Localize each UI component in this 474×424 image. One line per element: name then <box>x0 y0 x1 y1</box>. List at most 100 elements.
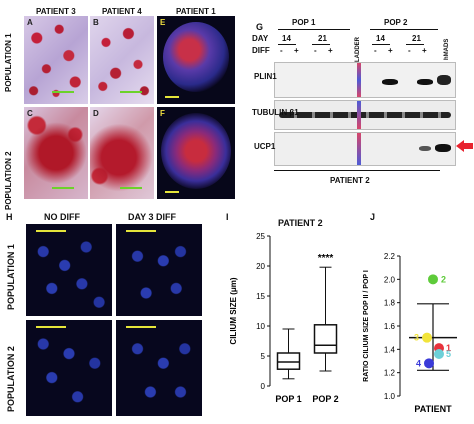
if-image-pop2-day3 <box>116 320 202 416</box>
y-axis-label: CILIUM SIZE (μm) <box>229 277 238 344</box>
y-tick-label: 10 <box>256 322 265 331</box>
diff-sign: + <box>388 46 393 55</box>
scale-bar <box>52 187 74 189</box>
letter-e: E <box>160 18 166 27</box>
ucp1-label: UCP1 <box>254 142 276 151</box>
blot-band <box>437 75 451 85</box>
plin1-blot <box>274 62 456 98</box>
diff-sign: - <box>314 46 317 55</box>
y-axis-label: RATIO CILIUM SIZE POP II / POP I <box>363 270 370 382</box>
day-value: 14 <box>282 34 291 43</box>
row1-label: POPULATION 1 <box>4 33 13 92</box>
diff-sign: - <box>408 46 411 55</box>
image-panel-e: E <box>157 16 235 104</box>
y-tick-label: 2.2 <box>384 252 396 261</box>
h-row1-label: POPULATION 1 <box>6 244 16 310</box>
panel-h-letter: H <box>6 212 13 222</box>
pop2-label: POP 2 <box>384 18 408 27</box>
letter-d: D <box>93 109 99 118</box>
patient2-bracket <box>274 170 440 171</box>
ladder-lane <box>357 101 361 129</box>
data-point-label: 5 <box>446 349 451 359</box>
y-tick-label: 0 <box>261 382 266 391</box>
organoid-blob <box>163 22 229 92</box>
significance-label: **** <box>318 253 334 264</box>
data-point <box>422 332 432 343</box>
day-label: DAY <box>252 34 269 43</box>
scale-bar <box>52 91 74 93</box>
box-body <box>313 324 338 354</box>
diff-sign: + <box>328 46 333 55</box>
y-tick-label: 1.8 <box>384 299 396 308</box>
ladder-lane <box>357 63 361 97</box>
panel-g-letter: G <box>256 22 264 32</box>
ladder-lane <box>357 133 361 165</box>
pop1-label: POP 1 <box>292 18 316 27</box>
scale-bar <box>120 91 142 93</box>
data-point-label: 3 <box>414 333 419 343</box>
image-panel-b: B <box>90 16 154 104</box>
scale-bar <box>36 326 66 328</box>
image-panel-c: C <box>24 107 88 199</box>
scale-bar <box>165 191 179 193</box>
y-tick-label: 1.2 <box>384 369 396 378</box>
y-tick-label: 20 <box>256 262 265 271</box>
y-tick-label: 1.0 <box>384 392 396 401</box>
pop2-bracket <box>370 29 438 30</box>
scale-bar <box>165 96 179 98</box>
diff-sign: - <box>374 46 377 55</box>
ucp1-blot <box>274 132 456 166</box>
blot-band <box>417 79 433 85</box>
data-point <box>424 358 434 369</box>
day-value: 21 <box>318 34 327 43</box>
letter-c: C <box>27 109 33 118</box>
diff-sign: - <box>280 46 283 55</box>
tubulin-blot <box>274 100 456 130</box>
no-diff-header: NO DIFF <box>44 212 80 222</box>
row2-label: POPULATION 2 <box>4 151 13 210</box>
scale-bar <box>126 326 156 328</box>
y-tick-label: 1.6 <box>384 322 396 331</box>
diff-label: DIFF <box>252 46 270 55</box>
blot-band <box>382 79 398 85</box>
patient2-footer: PATIENT 2 <box>330 176 370 185</box>
if-image-pop1-day3 <box>116 224 202 316</box>
panel-i-letter: I <box>226 212 229 222</box>
y-tick-label: 15 <box>256 292 265 301</box>
blot-band <box>279 112 451 118</box>
day-value: 14 <box>376 34 385 43</box>
diff-sign: + <box>294 46 299 55</box>
letter-a: A <box>27 18 33 27</box>
panel-j-letter: J <box>370 212 376 222</box>
blot-band <box>419 146 431 151</box>
data-point-label: 4 <box>416 358 421 368</box>
red-arrow-icon <box>456 140 473 152</box>
y-tick-label: 5 <box>261 352 266 361</box>
data-point <box>434 349 444 359</box>
day-underline <box>372 44 390 45</box>
header-patient1: PATIENT 1 <box>176 7 216 16</box>
image-panel-f: F <box>157 107 235 199</box>
pop1-bracket <box>278 29 350 30</box>
y-tick-label: 1.4 <box>384 345 396 354</box>
day3-diff-header: DAY 3 DIFF <box>128 212 177 222</box>
blot-band <box>435 144 451 152</box>
scale-bar <box>36 230 66 232</box>
organoid-blob <box>161 113 231 189</box>
hmads-label: hMADS <box>444 38 450 60</box>
scale-bar <box>126 230 156 232</box>
x-category-label: POP 1 <box>275 394 301 404</box>
day-underline <box>278 44 296 45</box>
y-tick-label: 2.0 <box>384 275 396 284</box>
data-point-label: 2 <box>441 274 446 284</box>
letter-b: B <box>93 18 99 27</box>
x-category-label: POP 2 <box>312 394 338 404</box>
if-image-pop1-nodiff <box>26 224 112 316</box>
x-axis-label: PATIENT <box>414 404 452 414</box>
box-body <box>276 352 301 370</box>
box-chart-title: PATIENT 2 <box>278 218 323 228</box>
h-row2-label: POPULATION 2 <box>6 346 16 412</box>
day-underline <box>312 44 330 45</box>
data-point <box>428 274 438 285</box>
plin1-label: PLIN1 <box>254 72 277 81</box>
